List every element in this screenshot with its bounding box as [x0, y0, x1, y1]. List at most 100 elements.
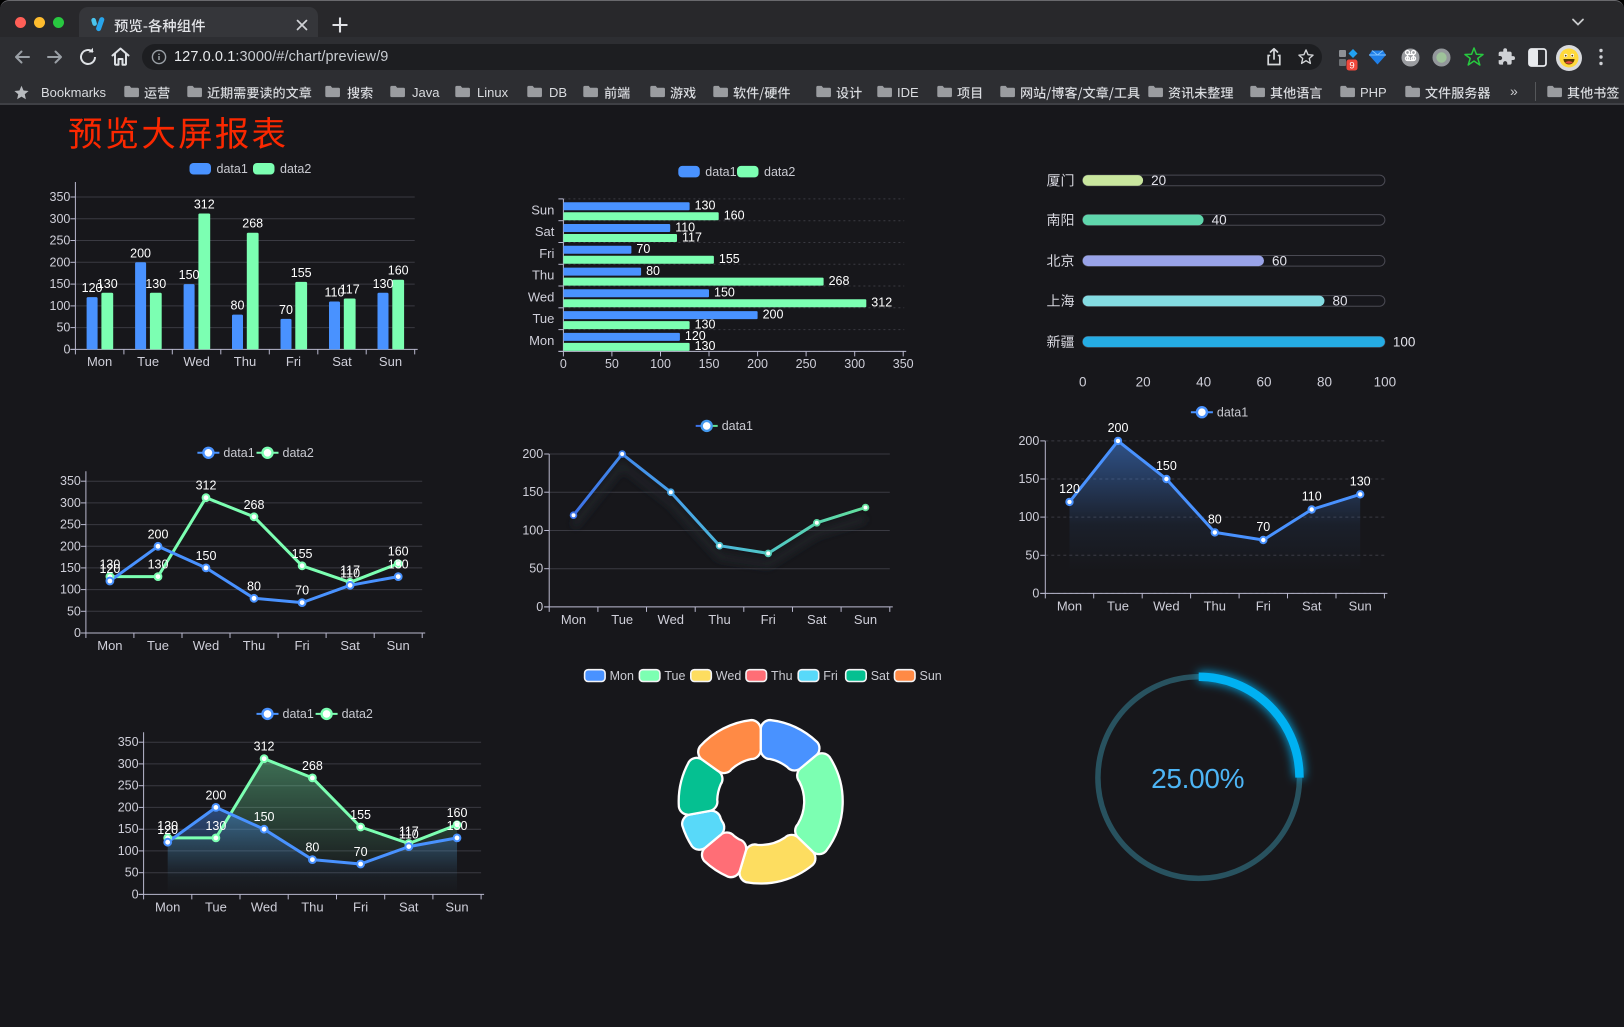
svg-text:150: 150: [522, 485, 543, 499]
svg-text:300: 300: [60, 496, 81, 510]
svg-text:Sun: Sun: [854, 612, 877, 627]
svg-text:150: 150: [118, 822, 139, 836]
svg-text:120: 120: [82, 281, 103, 295]
svg-text:80: 80: [1208, 512, 1222, 526]
svg-text:160: 160: [724, 209, 745, 223]
svg-text:200: 200: [1108, 421, 1129, 435]
svg-text:80: 80: [305, 841, 319, 855]
svg-text:Tue: Tue: [664, 669, 685, 683]
svg-text:Thu: Thu: [243, 638, 265, 653]
svg-text:70: 70: [354, 845, 368, 859]
svg-text:data1: data1: [722, 419, 753, 433]
svg-text:130: 130: [157, 819, 178, 833]
svg-text:117: 117: [399, 825, 419, 839]
svg-text:0: 0: [132, 887, 139, 901]
svg-text:data2: data2: [764, 165, 795, 179]
svg-text:200: 200: [747, 357, 768, 371]
svg-text:data2: data2: [280, 162, 311, 176]
svg-text:70: 70: [295, 584, 309, 598]
svg-text:150: 150: [254, 810, 275, 824]
svg-text:Mon: Mon: [87, 354, 112, 369]
svg-text:130: 130: [97, 277, 118, 291]
svg-text:Sat: Sat: [871, 669, 890, 683]
svg-text:20: 20: [1151, 173, 1166, 188]
svg-text:Fri: Fri: [295, 638, 310, 653]
svg-text:Sat: Sat: [340, 638, 360, 653]
svg-text:200: 200: [763, 307, 784, 321]
svg-text:130: 130: [205, 819, 226, 833]
svg-text:100: 100: [1374, 374, 1397, 389]
svg-text:data2: data2: [342, 707, 373, 721]
svg-text:data1: data1: [223, 446, 254, 460]
svg-text:130: 130: [447, 819, 468, 833]
svg-text:120: 120: [1059, 482, 1080, 496]
svg-text:130: 130: [1350, 474, 1371, 488]
svg-text:100: 100: [1018, 510, 1039, 524]
svg-text:250: 250: [60, 518, 81, 532]
svg-text:40: 40: [1212, 213, 1227, 228]
svg-text:80: 80: [1317, 374, 1332, 389]
svg-text:130: 130: [373, 277, 394, 291]
svg-text:200: 200: [148, 527, 169, 541]
svg-text:Sat: Sat: [1302, 598, 1322, 613]
svg-text:160: 160: [447, 806, 468, 820]
svg-text:70: 70: [279, 303, 293, 317]
svg-text:110: 110: [399, 828, 419, 842]
svg-text:117: 117: [340, 283, 360, 297]
svg-text:Sun: Sun: [531, 202, 554, 217]
svg-text:100: 100: [522, 524, 543, 538]
svg-text:Wed: Wed: [251, 899, 278, 914]
svg-text:Wed: Wed: [193, 638, 220, 653]
svg-text:150: 150: [699, 357, 720, 371]
svg-text:150: 150: [60, 561, 81, 575]
svg-text:Tue: Tue: [137, 354, 159, 369]
svg-text:150: 150: [50, 277, 71, 291]
svg-text:Mon: Mon: [1057, 598, 1082, 613]
svg-text:Wed: Wed: [528, 289, 555, 304]
svg-text:268: 268: [302, 759, 323, 773]
svg-text:130: 130: [99, 558, 120, 572]
svg-text:60: 60: [1256, 374, 1271, 389]
svg-text:Sun: Sun: [920, 669, 942, 683]
svg-text:Mon: Mon: [155, 899, 180, 914]
svg-text:70: 70: [636, 242, 650, 256]
svg-text:312: 312: [194, 198, 215, 212]
svg-text:100: 100: [650, 357, 671, 371]
svg-text:data1: data1: [705, 165, 736, 179]
svg-text:120: 120: [685, 329, 706, 343]
svg-text:60: 60: [1272, 254, 1287, 269]
svg-text:9: 9: [1349, 60, 1354, 71]
svg-text:Tue: Tue: [532, 311, 554, 326]
svg-text:250: 250: [50, 234, 71, 248]
svg-text:0: 0: [63, 342, 70, 356]
svg-text:130: 130: [695, 339, 716, 353]
svg-text:Fri: Fri: [1256, 598, 1271, 613]
svg-text:150: 150: [179, 268, 200, 282]
svg-text:350: 350: [60, 474, 81, 488]
svg-text:Fri: Fri: [539, 246, 554, 261]
svg-text:100: 100: [118, 844, 139, 858]
svg-text:Sat: Sat: [807, 612, 827, 627]
svg-text:150: 150: [1156, 459, 1177, 473]
svg-text:0: 0: [1079, 374, 1087, 389]
svg-text:Sun: Sun: [387, 638, 410, 653]
svg-text:155: 155: [292, 547, 313, 561]
svg-text:Thu: Thu: [234, 354, 256, 369]
svg-text:268: 268: [242, 217, 263, 231]
svg-text:150: 150: [714, 286, 735, 300]
svg-text:Fri: Fri: [761, 612, 776, 627]
svg-text:50: 50: [1025, 548, 1039, 562]
svg-text:Fri: Fri: [823, 669, 838, 683]
svg-text:160: 160: [388, 545, 409, 559]
svg-text:200: 200: [522, 447, 543, 461]
svg-text:80: 80: [231, 299, 245, 313]
svg-text:120: 120: [157, 823, 178, 837]
svg-text:300: 300: [844, 357, 865, 371]
svg-text:Fri: Fri: [353, 899, 368, 914]
svg-text:150: 150: [196, 549, 217, 563]
svg-text:Mon: Mon: [97, 638, 122, 653]
svg-text:40: 40: [1196, 374, 1211, 389]
svg-text:20: 20: [1136, 374, 1151, 389]
svg-text:Thu: Thu: [1204, 598, 1226, 613]
svg-text:200: 200: [118, 800, 139, 814]
